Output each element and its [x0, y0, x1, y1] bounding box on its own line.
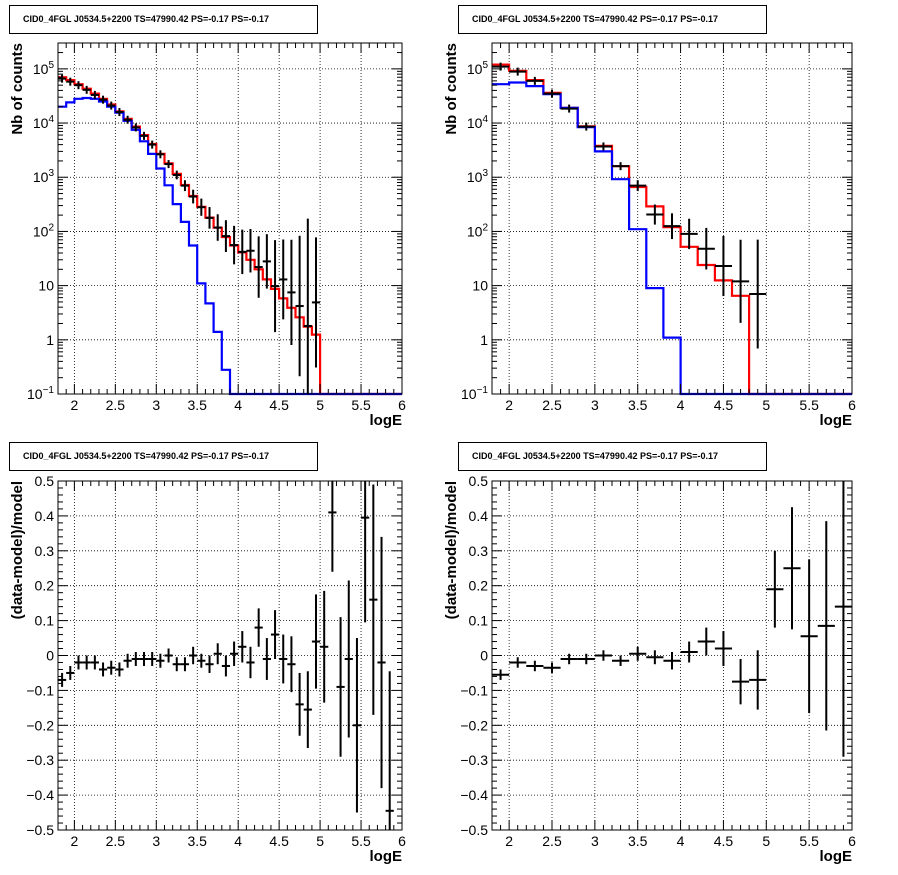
- x-axis-label: logE: [370, 848, 403, 865]
- y-tick-label: 10: [472, 278, 488, 294]
- x-tick-label: 5: [316, 397, 324, 413]
- y-tick-label: 103: [467, 168, 489, 185]
- y-tick-label: 0.5: [469, 473, 489, 489]
- x-axis-label: logE: [820, 848, 853, 865]
- y-axis-label: Nb of counts: [9, 43, 26, 135]
- chart-title-top-right: CID0_4FGL J0534.5+2200 TS=47990.42 PS=-0…: [458, 5, 767, 34]
- x-tick-label: 6: [398, 397, 406, 413]
- y-tick-label: −0.3: [26, 752, 54, 768]
- y-tick-label: 10−1: [27, 385, 54, 402]
- x-tick-label: 5.5: [351, 397, 371, 413]
- x-tick-label: 5.5: [351, 833, 371, 849]
- y-tick-label: −0.3: [460, 752, 488, 768]
- y-tick-label: 102: [467, 222, 489, 239]
- x-tick-label: 2: [70, 397, 78, 413]
- y-tick-label: 105: [467, 60, 489, 77]
- y-axis-label: (data-model)/model: [9, 481, 26, 619]
- y-tick-label: 0.4: [35, 508, 55, 524]
- x-tick-label: 2: [505, 397, 513, 413]
- histogram-series-1: [492, 81, 852, 396]
- x-tick-label: 5.5: [799, 397, 819, 413]
- x-tick-label: 5: [316, 833, 324, 849]
- y-tick-label: −0.2: [26, 717, 54, 733]
- y-tick-label: 0.1: [35, 613, 55, 629]
- y-tick-label: −0.1: [26, 682, 54, 698]
- x-axis-label: logE: [370, 412, 403, 429]
- x-tick-label: 3: [591, 833, 599, 849]
- x-tick-label: 6: [398, 833, 406, 849]
- x-tick-label: 3.5: [188, 833, 208, 849]
- y-tick-label: −0.4: [460, 787, 488, 803]
- x-axis-label: logE: [820, 412, 853, 429]
- chart-title-bottom-right: CID0_4FGL J0534.5+2200 TS=47990.42 PS=-0…: [458, 442, 767, 471]
- x-tick-label: 4.5: [714, 833, 734, 849]
- x-tick-label: 3.5: [628, 833, 648, 849]
- x-tick-label: 5: [762, 833, 770, 849]
- x-tick-label: 5.5: [799, 833, 819, 849]
- panel-3: 2 2.5 3 3.5 4 4.5 5 5.5 6 −0.5 −0.4 −0.3 −0.2 −0.1 0 0.…: [443, 473, 856, 865]
- x-tick-label: 2.5: [106, 397, 126, 413]
- y-tick-label: 0: [46, 648, 54, 664]
- x-tick-label: 3: [591, 397, 599, 413]
- y-tick-label: 0.1: [469, 613, 489, 629]
- x-tick-label: 6: [848, 397, 856, 413]
- y-tick-label: 104: [467, 114, 489, 131]
- y-tick-label: −0.4: [26, 787, 54, 803]
- y-tick-label: −0.5: [460, 822, 488, 838]
- y-tick-label: 102: [33, 222, 55, 239]
- x-tick-label: 4: [677, 397, 685, 413]
- y-tick-label: 105: [33, 60, 55, 77]
- y-tick-label: 104: [33, 114, 55, 131]
- x-tick-label: 5: [762, 397, 770, 413]
- x-tick-label: 2: [505, 833, 513, 849]
- x-tick-label: 4.5: [269, 397, 289, 413]
- y-tick-label: 0: [480, 648, 488, 664]
- x-tick-label: 3: [152, 397, 160, 413]
- x-tick-label: 4: [677, 833, 685, 849]
- panel-1: 2 2.5 3 3.5 4 4.5 5 5.5 6 10−1 1 10 102 103 104 105 logE…: [443, 42, 856, 429]
- histogram-series-0: [492, 63, 852, 396]
- panel-2: 2 2.5 3 3.5 4 4.5 5 5.5 6 −0.5 −0.4 −0.3 −0.2 −0.1 0 0.…: [9, 473, 406, 865]
- y-tick-label: 0.3: [469, 543, 489, 559]
- y-tick-label: 0.3: [35, 543, 55, 559]
- x-tick-label: 2.5: [106, 833, 126, 849]
- x-tick-label: 2.5: [542, 397, 562, 413]
- x-tick-label: 2: [70, 833, 78, 849]
- y-tick-label: 10: [38, 278, 54, 294]
- y-tick-label: 1: [480, 332, 488, 348]
- x-tick-label: 4: [234, 833, 242, 849]
- x-tick-label: 2.5: [542, 833, 562, 849]
- y-tick-label: −0.5: [26, 822, 54, 838]
- x-tick-label: 4: [234, 397, 242, 413]
- y-tick-label: 0.4: [469, 508, 489, 524]
- x-tick-label: 4.5: [714, 397, 734, 413]
- x-tick-label: 3.5: [628, 397, 648, 413]
- plot-area: [58, 43, 402, 394]
- y-tick-label: 10−1: [461, 385, 488, 402]
- y-axis-label: Nb of counts: [443, 43, 460, 135]
- x-tick-label: 6: [848, 833, 856, 849]
- y-tick-label: 1: [46, 332, 54, 348]
- y-tick-label: −0.2: [460, 717, 488, 733]
- x-tick-label: 4.5: [269, 833, 289, 849]
- y-tick-label: 103: [33, 168, 55, 185]
- y-tick-label: 0.2: [35, 578, 55, 594]
- x-tick-label: 3.5: [188, 397, 208, 413]
- chart-title-bottom-left: CID0_4FGL J0534.5+2200 TS=47990.42 PS=-0…: [9, 442, 318, 471]
- panel-0: 2 2.5 3 3.5 4 4.5 5 5.5 6 10−1 1 10 102 103 104 105 logE…: [9, 42, 406, 429]
- y-tick-label: −0.1: [460, 682, 488, 698]
- y-tick-label: 0.5: [35, 473, 55, 489]
- histogram-series-1: [58, 96, 402, 396]
- chart-title-top-left: CID0_4FGL J0534.5+2200 TS=47990.42 PS=-0…: [9, 5, 318, 34]
- y-axis-label: (data-model)/model: [443, 481, 460, 619]
- x-tick-label: 3: [152, 833, 160, 849]
- y-tick-label: 0.2: [469, 578, 489, 594]
